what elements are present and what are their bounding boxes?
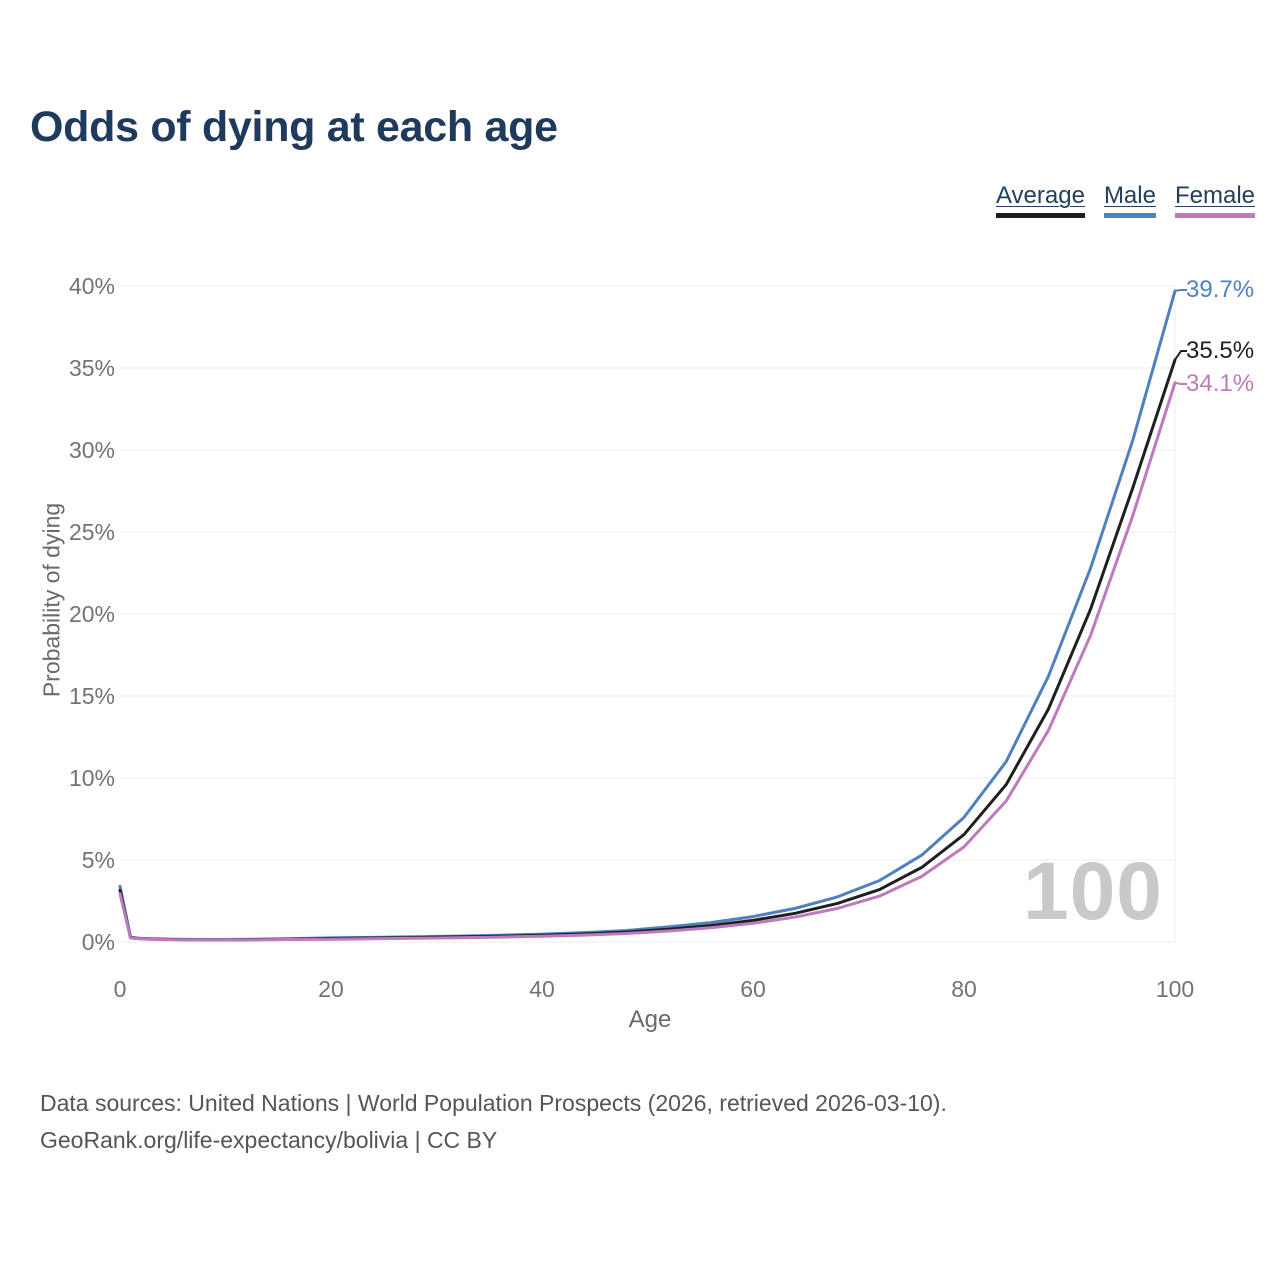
y-axis-label: Probability of dying <box>38 502 65 698</box>
legend: Average Male Female <box>995 182 1255 218</box>
series-line-female <box>118 381 1177 942</box>
x-tick-40: 40 <box>529 976 555 1002</box>
y-tick-30: 30% <box>68 437 115 463</box>
legend-swatch-average <box>995 213 1085 218</box>
end-value-male: 39.7% <box>1186 276 1255 303</box>
page-title: Odds of dying at each age <box>30 103 558 151</box>
frame-age-watermark: 100 <box>1023 846 1163 937</box>
series-line-average <box>118 358 1177 942</box>
x-tick-60: 60 <box>740 976 766 1002</box>
end-value-average: 35.5% <box>1186 337 1255 364</box>
end-label-connector-female <box>1174 381 1187 385</box>
y-tick-15: 15% <box>68 683 115 709</box>
y-tick-20: 20% <box>68 601 115 627</box>
source-line-1: Data sources: United Nations | World Pop… <box>40 1090 947 1116</box>
y-tick-5: 5% <box>81 847 115 873</box>
y-tick-10: 10% <box>68 765 115 791</box>
legend-item-average[interactable]: Average <box>995 182 1085 218</box>
x-tick-80: 80 <box>951 976 977 1002</box>
legend-label-female[interactable]: Female <box>1174 182 1255 209</box>
x-tick-0: 0 <box>113 976 127 1002</box>
legend-label-average[interactable]: Average <box>995 182 1085 209</box>
x-axis-label: Age <box>628 1006 672 1033</box>
legend-swatch-male <box>1103 213 1156 218</box>
end-label-connector-average <box>1174 350 1187 361</box>
legend-label-male[interactable]: Male <box>1103 182 1156 209</box>
series-line-male <box>118 289 1177 942</box>
x-tick-20: 20 <box>318 976 344 1002</box>
legend-swatch-female <box>1174 213 1255 218</box>
end-label-connector-male <box>1174 289 1187 292</box>
y-tick-25: 25% <box>68 519 115 545</box>
y-tick-40: 40% <box>68 273 115 299</box>
legend-item-female[interactable]: Female <box>1174 182 1255 218</box>
x-tick-100: 100 <box>1155 976 1195 1002</box>
legend-item-male[interactable]: Male <box>1103 182 1156 218</box>
source-attribution: Data sources: United Nations | World Pop… <box>40 1085 947 1159</box>
source-line-2: GeoRank.org/life-expectancy/bolivia | CC… <box>40 1127 498 1153</box>
y-tick-0: 0% <box>81 929 115 955</box>
y-tick-35: 35% <box>68 355 115 381</box>
end-value-female: 34.1% <box>1186 370 1255 397</box>
